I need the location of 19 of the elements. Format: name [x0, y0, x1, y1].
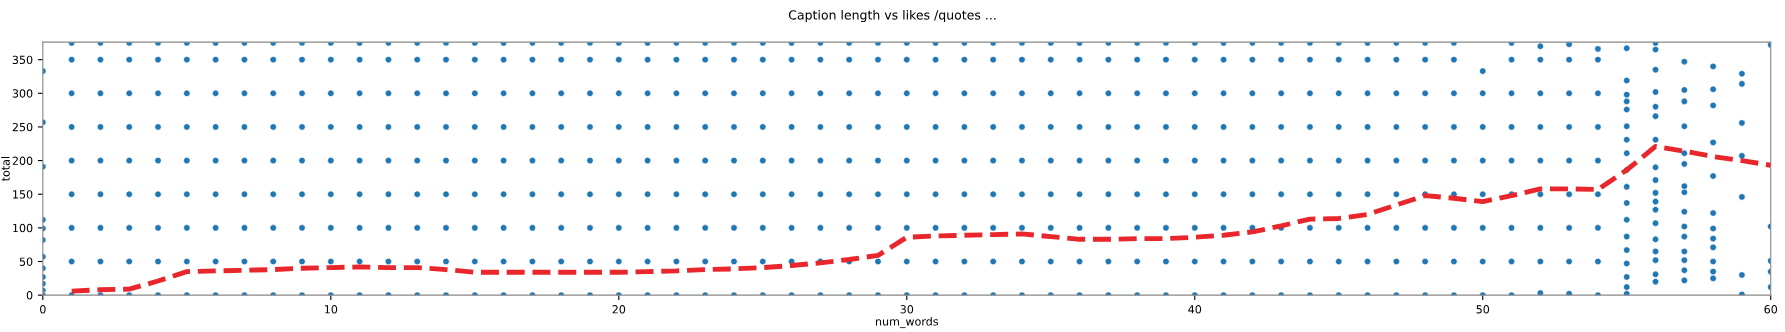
y-tick-label: 150 — [13, 190, 33, 199]
x-tick-label: 30 — [900, 305, 914, 314]
x-tick-label: 40 — [1188, 305, 1202, 314]
x-axis-title: num_words — [876, 317, 939, 329]
x-tick-label: 50 — [1476, 305, 1490, 314]
y-axis-title: total — [1, 156, 10, 182]
y-tick-label: 300 — [12, 89, 33, 98]
y-tick-label: 250 — [12, 122, 33, 132]
line-series — [69, 144, 1771, 294]
y-tick-label: 100 — [13, 223, 33, 233]
chart-title: Caption length vs likes /quotes ... — [788, 9, 996, 23]
y-tick-label: 0 — [26, 291, 33, 300]
x-tick-label: 0 — [40, 305, 46, 314]
y-tick-label: 350 — [12, 55, 33, 65]
x-tick-label: 20 — [612, 305, 626, 314]
x-tick-label: 10 — [324, 305, 338, 314]
x-tick-label: 60 — [1764, 305, 1778, 314]
y-tick-label: 200 — [12, 156, 33, 165]
y-tick-label: 50 — [19, 257, 33, 266]
